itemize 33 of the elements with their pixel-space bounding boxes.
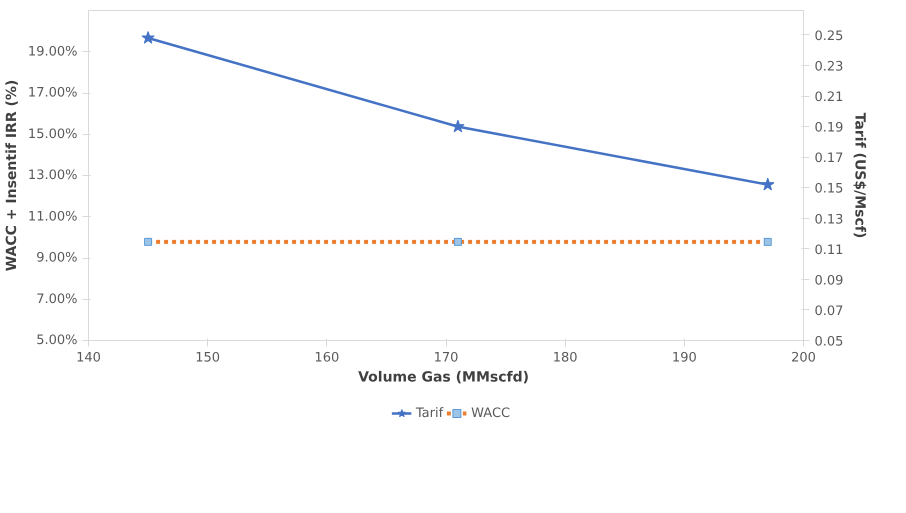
x-tick-label: 160 [314, 350, 340, 366]
y-tick-label: 7.00% [36, 292, 78, 307]
x-tick-label: 200 [791, 350, 816, 366]
y2-tick-label: 0.21 [814, 90, 844, 106]
y2-tick-label: 0.13 [814, 212, 844, 228]
y2-tick-label: 0.15 [814, 182, 844, 197]
y2-tick-label: 0.19 [814, 120, 844, 136]
x-tick-label: 140 [76, 350, 101, 366]
x-tick-label: 190 [672, 350, 697, 366]
y2-tick-label: 0.23 [814, 60, 844, 74]
point [141, 31, 155, 44]
x-axis-title: Volume Gas (MMscfd) [358, 370, 530, 386]
y2-tick-label: 0.11 [814, 242, 844, 258]
x-tick-label: 150 [195, 350, 220, 366]
x-tick-label: 170 [434, 350, 458, 366]
y-tick-label: 19.00% [28, 44, 78, 60]
y-axis-title: WACC + Insentif IRR (%) [4, 80, 20, 272]
point [761, 178, 774, 190]
y2-tick-label: 0.07 [814, 304, 844, 319]
y-tick-label: 11.00% [28, 209, 78, 224]
y-tick-label: 5.00% [36, 333, 78, 348]
y2-tick-label: 0.17 [814, 151, 844, 166]
legend-label: Tarif [416, 406, 444, 420]
y-tick-label: 15.00% [28, 126, 78, 142]
y2-axis-title: Tarif (US$/Mscf) [851, 112, 868, 238]
y2-tick-label: 0.05 [814, 334, 844, 350]
x-tick-label: 180 [552, 350, 578, 366]
y-tick-label: 9.00% [36, 250, 78, 266]
y-tick-label: 13.00% [28, 168, 78, 183]
y-tick-label: 17.00% [28, 86, 78, 100]
y2-tick-label: 0.09 [814, 273, 844, 288]
y2-tick-label: 0.25 [814, 28, 844, 44]
legend-label: WACC [471, 406, 510, 420]
